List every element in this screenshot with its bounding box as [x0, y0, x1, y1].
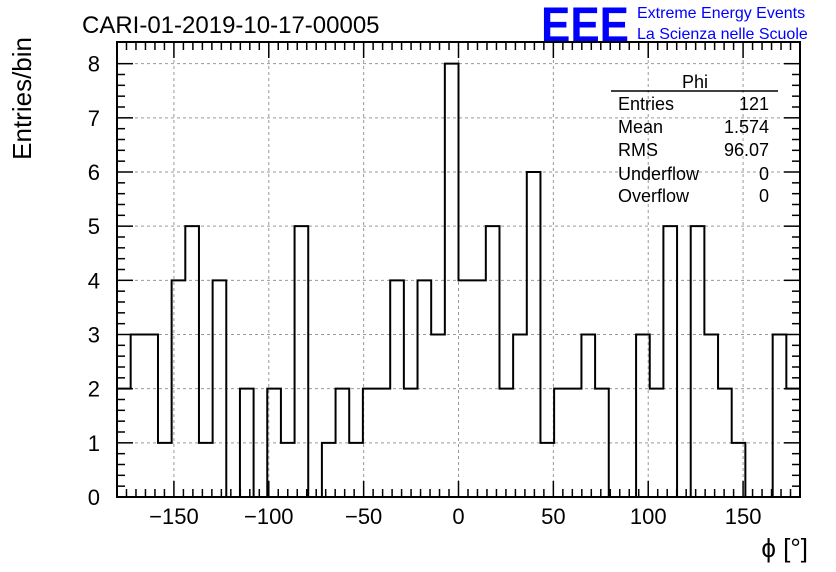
y-tick-label: 4 — [88, 268, 100, 293]
x-tick-label: −50 — [345, 504, 382, 529]
y-tick-label: 0 — [88, 485, 100, 510]
histogram-bin — [322, 443, 336, 497]
histogram-bin — [704, 335, 718, 498]
x-tick-label: 150 — [725, 504, 762, 529]
brand-line-1: Extreme Energy Events — [637, 5, 805, 22]
stats-label-mean: Mean — [618, 117, 663, 137]
eee-branding: EEE Extreme Energy Events La Scienza nel… — [541, 0, 808, 53]
histogram-bin — [486, 226, 500, 497]
y-axis-label: Entries/bin — [7, 37, 37, 160]
axis-ticks — [117, 42, 800, 498]
y-tick-label: 3 — [88, 323, 100, 348]
stats-label-underflow: Underflow — [618, 164, 700, 184]
y-tick-label: 1 — [88, 431, 100, 456]
stats-value-underflow: 0 — [759, 164, 769, 184]
histogram-bin — [581, 335, 595, 498]
x-tick-label: 50 — [541, 504, 565, 529]
x-tick-label: 0 — [452, 504, 464, 529]
histogram-bin — [445, 64, 459, 497]
y-tick-label: 5 — [88, 214, 100, 239]
x-tick-label: 100 — [630, 504, 667, 529]
y-tick-label: 8 — [88, 52, 100, 77]
histogram-bin — [431, 335, 445, 498]
stats-value-entries: 121 — [739, 94, 769, 114]
brand-line-2: La Scienza nelle Scuole — [637, 26, 808, 43]
histogram-bin — [131, 335, 145, 498]
y-tick-label: 2 — [88, 377, 100, 402]
histogram-bin — [663, 226, 677, 497]
histogram-bin — [185, 226, 199, 497]
chart-title: CARI-01-2019-10-17-00005 — [82, 12, 380, 39]
histogram-outline — [116, 62, 801, 498]
stats-label-entries: Entries — [618, 94, 674, 114]
eee-logo: EEE — [541, 0, 629, 53]
x-tick-labels: −150 −100 −50 0 50 100 150 — [149, 504, 761, 529]
x-axis-label: ϕ [°] — [761, 533, 808, 563]
y-tick-labels: 0 1 2 3 4 5 6 7 8 — [88, 52, 100, 510]
histogram-bin — [540, 443, 554, 497]
stats-title: Phi — [682, 72, 708, 92]
stats-value-rms: 96.07 — [724, 140, 769, 160]
stats-box: Phi Entries 121 Mean 1.574 RMS 96.07 Und… — [611, 72, 778, 206]
x-tick-label: −150 — [149, 504, 199, 529]
x-tick-label: −100 — [244, 504, 294, 529]
y-tick-label: 6 — [88, 160, 100, 185]
stats-value-mean: 1.574 — [724, 117, 769, 137]
histogram-bin — [773, 335, 787, 498]
histogram-bin — [158, 443, 172, 497]
histogram-bin — [513, 335, 527, 498]
histogram-bin — [144, 335, 158, 498]
stats-label-overflow: Overflow — [618, 186, 690, 206]
histogram-bin — [349, 443, 363, 497]
histogram-bin — [295, 226, 309, 497]
stats-value-overflow: 0 — [759, 186, 769, 206]
stats-label-rms: RMS — [618, 140, 658, 160]
y-tick-label: 7 — [88, 106, 100, 131]
histogram-bin — [199, 443, 213, 497]
histogram-bin — [281, 443, 295, 497]
histogram-bin — [636, 335, 650, 498]
histogram-bin — [691, 226, 705, 497]
